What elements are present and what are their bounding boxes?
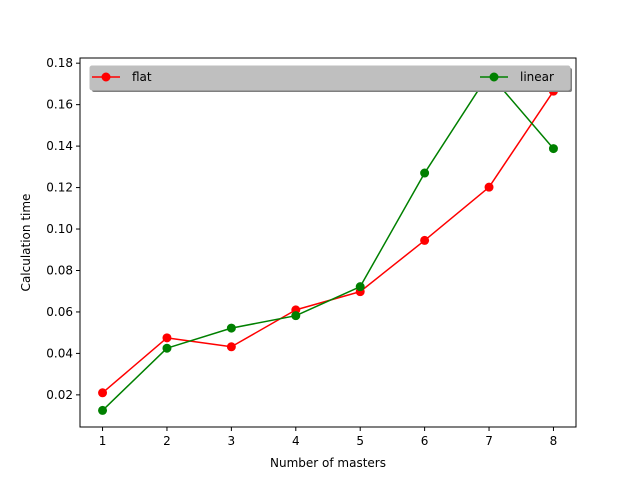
y-tick-label: 0.16 bbox=[46, 98, 73, 112]
data-point-flat bbox=[484, 182, 494, 192]
x-tick-label: 6 bbox=[421, 434, 429, 448]
legend-marker-linear bbox=[489, 72, 499, 82]
y-tick-label: 0.02 bbox=[46, 388, 73, 402]
data-point-linear bbox=[548, 144, 558, 154]
data-point-linear bbox=[291, 311, 301, 321]
ticks-layer: 1 2 3 4 5 6 7 8 0.02 0.04 0.06 0.08 0.10 0.12 0.14 0.16… bbox=[46, 56, 557, 448]
x-tick-label: 1 bbox=[99, 434, 107, 448]
x-tick-label: 7 bbox=[485, 434, 493, 448]
legend-label-linear: linear bbox=[520, 70, 554, 84]
y-tick-label: 0.10 bbox=[46, 222, 73, 236]
x-tick-label: 8 bbox=[550, 434, 558, 448]
data-point-linear bbox=[226, 323, 236, 333]
y-tick-label: 0.12 bbox=[46, 181, 73, 195]
legend-box bbox=[89, 65, 571, 91]
data-point-linear bbox=[162, 343, 172, 353]
x-tick-label: 4 bbox=[292, 434, 300, 448]
data-point-flat bbox=[162, 333, 172, 343]
y-tick-label: 0.06 bbox=[46, 305, 73, 319]
data-point-flat bbox=[98, 388, 108, 398]
legend: flat linear bbox=[89, 65, 572, 92]
data-point-flat bbox=[226, 342, 236, 352]
y-tick-label: 0.18 bbox=[46, 56, 73, 70]
y-axis-label: Calculation time bbox=[19, 194, 33, 292]
data-point-linear bbox=[98, 405, 108, 415]
y-tick-label: 0.08 bbox=[46, 263, 73, 277]
x-axis-label: Number of masters bbox=[270, 456, 386, 470]
y-tick-label: 0.14 bbox=[46, 139, 73, 153]
legend-marker-flat bbox=[101, 72, 111, 82]
data-point-flat bbox=[420, 235, 430, 245]
y-tick-label: 0.04 bbox=[46, 346, 73, 360]
x-tick-label: 2 bbox=[163, 434, 171, 448]
x-tick-label: 5 bbox=[356, 434, 364, 448]
data-point-linear bbox=[420, 168, 430, 178]
x-tick-label: 3 bbox=[228, 434, 236, 448]
data-point-linear bbox=[355, 282, 365, 292]
legend-label-flat: flat bbox=[132, 70, 152, 84]
axes-frame bbox=[79, 57, 577, 428]
